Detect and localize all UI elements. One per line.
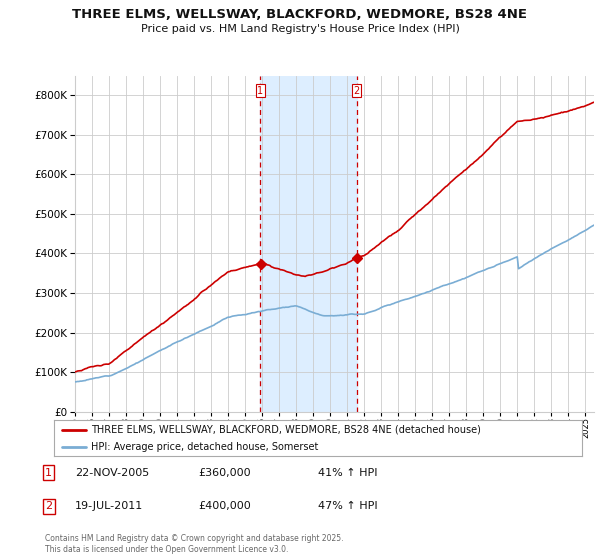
Text: HPI: Average price, detached house, Somerset: HPI: Average price, detached house, Some… bbox=[91, 442, 319, 451]
Bar bbox=[260, 76, 356, 412]
Text: 22-NOV-2005: 22-NOV-2005 bbox=[75, 468, 149, 478]
Text: THREE ELMS, WELLSWAY, BLACKFORD, WEDMORE, BS28 4NE (detached house): THREE ELMS, WELLSWAY, BLACKFORD, WEDMORE… bbox=[91, 425, 481, 435]
Text: 41% ↑ HPI: 41% ↑ HPI bbox=[318, 468, 377, 478]
Text: 2: 2 bbox=[45, 501, 52, 511]
Text: 47% ↑ HPI: 47% ↑ HPI bbox=[318, 501, 377, 511]
Text: £360,000: £360,000 bbox=[198, 468, 251, 478]
Text: 2: 2 bbox=[353, 86, 360, 96]
Text: 1: 1 bbox=[257, 86, 263, 96]
Text: Price paid vs. HM Land Registry's House Price Index (HPI): Price paid vs. HM Land Registry's House … bbox=[140, 24, 460, 34]
Text: THREE ELMS, WELLSWAY, BLACKFORD, WEDMORE, BS28 4NE: THREE ELMS, WELLSWAY, BLACKFORD, WEDMORE… bbox=[73, 8, 527, 21]
Text: 19-JUL-2011: 19-JUL-2011 bbox=[75, 501, 143, 511]
Text: Contains HM Land Registry data © Crown copyright and database right 2025.
This d: Contains HM Land Registry data © Crown c… bbox=[45, 534, 343, 554]
Text: 1: 1 bbox=[45, 468, 52, 478]
Text: £400,000: £400,000 bbox=[198, 501, 251, 511]
